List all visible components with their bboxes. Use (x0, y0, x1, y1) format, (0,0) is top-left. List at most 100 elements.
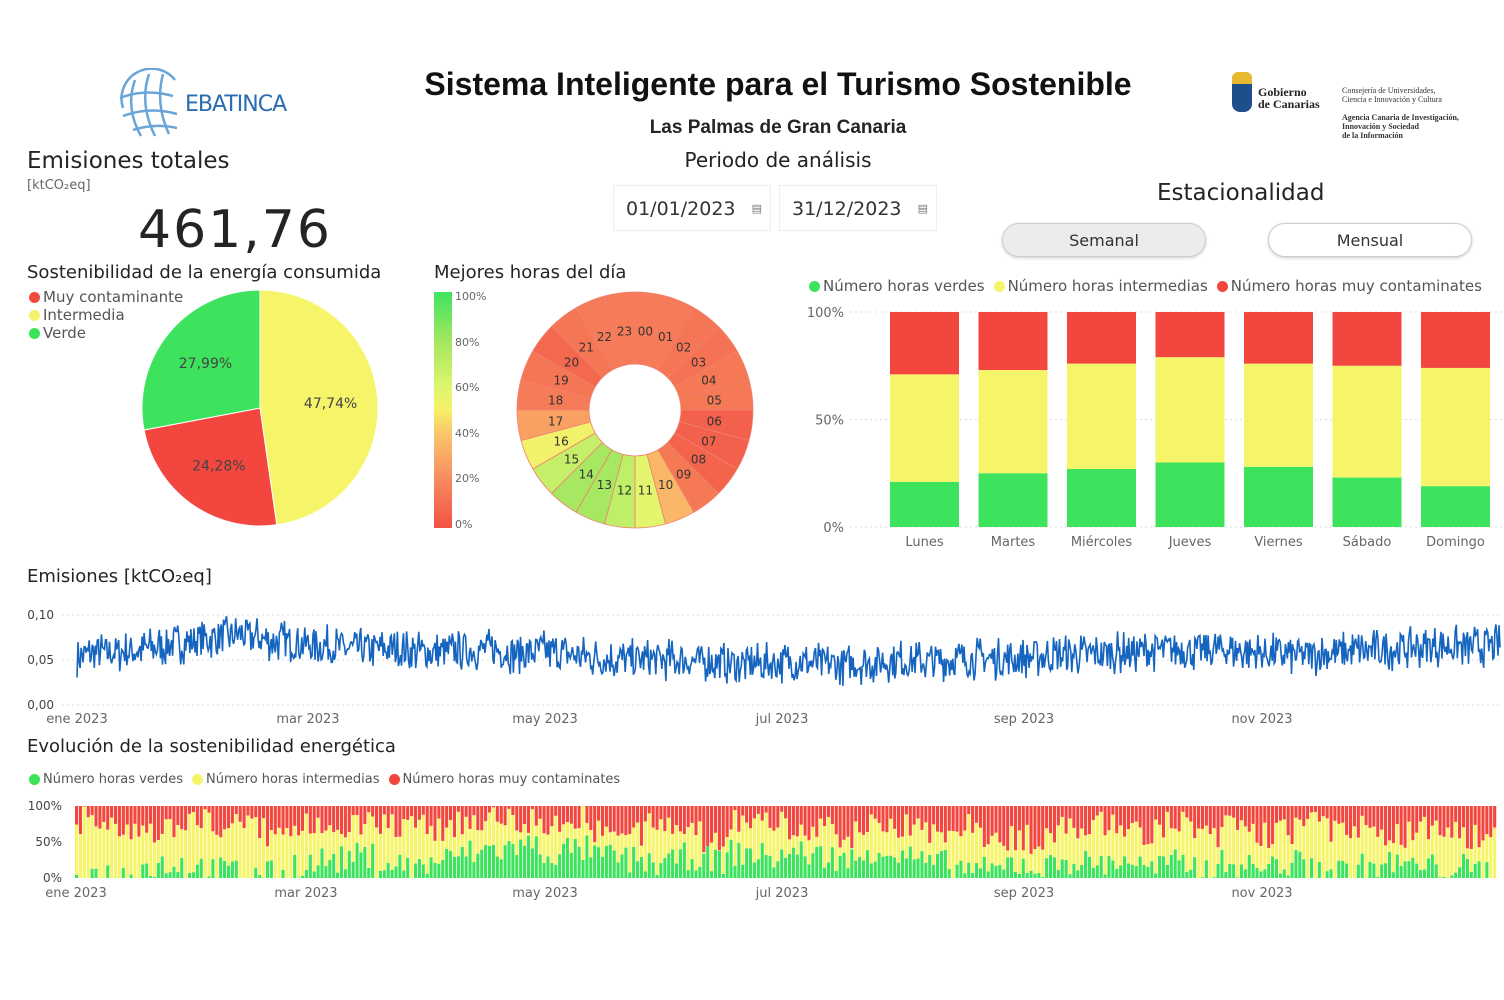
bar-segment (1155, 462, 1225, 527)
day-bar-segment (1243, 826, 1247, 870)
x-tick-label: may 2023 (512, 886, 578, 901)
day-bar-segment (1099, 806, 1103, 812)
day-bar-segment (1080, 806, 1084, 829)
day-bar-segment (760, 820, 764, 843)
day-bar-segment (129, 874, 133, 878)
day-bar-segment (768, 806, 772, 828)
bar-segment (1421, 367, 1490, 487)
day-bar-segment (1442, 876, 1446, 878)
day-bar-segment (1197, 806, 1201, 829)
day-bar-segment (406, 819, 410, 858)
legend-label[interactable]: Número horas verdes (43, 772, 184, 787)
day-bar-segment (1154, 819, 1158, 874)
day-bar-segment (94, 868, 98, 878)
day-bar-segment (1052, 806, 1056, 843)
day-bar-segment (955, 806, 959, 832)
mensual-button[interactable]: Mensual (1268, 223, 1472, 257)
day-bar-segment (164, 819, 168, 874)
color-scale-bar (434, 292, 452, 528)
day-bar-segment (1181, 811, 1185, 855)
day-bar-segment (1267, 806, 1271, 848)
day-bar-segment (1041, 876, 1045, 878)
day-bar-segment (511, 806, 515, 815)
day-bar-segment (511, 814, 515, 845)
day-bar-segment (121, 868, 125, 878)
day-bar-segment (1122, 836, 1127, 857)
legend-label[interactable]: Número horas intermedias (206, 772, 380, 787)
day-bar-segment (823, 826, 827, 868)
legend-item-intermedia[interactable]: Intermedia (29, 306, 183, 324)
day-bar-segment (456, 856, 460, 878)
day-bar-segment (523, 806, 527, 825)
day-bar-segment (156, 839, 160, 863)
day-bar-segment (1060, 806, 1064, 817)
x-tick-label: Domingo (1426, 535, 1485, 550)
day-bar-segment (554, 815, 558, 865)
day-bar-segment (1493, 806, 1497, 828)
day-bar-segment (149, 806, 153, 824)
day-bar-segment (300, 806, 305, 831)
day-bar-segment (698, 821, 702, 867)
day-bar-segment (721, 846, 725, 874)
day-bar-segment (717, 850, 721, 878)
day-bar-segment (1278, 820, 1282, 874)
day-bar-segment (1415, 806, 1419, 833)
day-bar-segment (1228, 863, 1232, 878)
legend-item-muy-contaminante[interactable]: Muy contaminante (29, 288, 183, 306)
day-bar-segment (858, 806, 862, 833)
start-date-input[interactable]: 01/01/2023 ▤ (613, 185, 771, 231)
hour-label: 16 (553, 435, 568, 449)
day-bar-segment (1473, 824, 1477, 864)
hours-title: Mejores horas del día (434, 262, 627, 283)
day-bar-segment (117, 836, 121, 878)
day-bar-segment (686, 806, 690, 828)
day-bar-segment (293, 806, 297, 826)
day-bar-segment (943, 842, 947, 850)
day-bar-segment (834, 870, 838, 878)
hour-label: 07 (701, 435, 716, 449)
day-bar-segment (1255, 867, 1259, 878)
day-bar-segment (772, 806, 776, 831)
day-bar-segment (441, 859, 445, 878)
legend-label[interactable]: Número horas muy contaminates (402, 772, 621, 787)
bar-segment (890, 481, 959, 527)
day-bar-segment (1048, 854, 1053, 878)
day-bar-segment (460, 834, 464, 847)
legend-label[interactable]: Número horas muy contaminates (1230, 277, 1482, 295)
day-bar-segment (367, 806, 371, 813)
day-bar-segment (780, 806, 784, 812)
end-date-input[interactable]: 31/12/2023 ▤ (779, 185, 937, 231)
day-bar-segment (258, 806, 262, 839)
day-bar-segment (472, 815, 476, 863)
legend-dot (29, 291, 40, 303)
day-bar-segment (639, 806, 644, 846)
day-bar-segment (394, 806, 398, 838)
day-bar-segment (367, 868, 371, 878)
day-bar-segment (363, 846, 367, 878)
semanal-button[interactable]: Semanal (1002, 223, 1206, 257)
calendar-icon[interactable]: ▤ (917, 202, 928, 215)
day-bar-segment (1041, 806, 1045, 850)
legend-item-verde[interactable]: Verde (29, 324, 183, 342)
day-bar-segment (1107, 830, 1111, 856)
day-bar-segment (437, 818, 441, 864)
day-bar-segment (515, 855, 519, 878)
day-bar-segment (1368, 806, 1372, 828)
scale-tick: 60% (455, 381, 480, 395)
legend-label[interactable]: Número horas intermedias (1007, 277, 1208, 295)
day-bar-segment (826, 862, 831, 878)
legend-label[interactable]: Número horas verdes (823, 277, 985, 295)
day-bar-segment (367, 812, 371, 869)
day-bar-segment (1037, 846, 1041, 874)
day-bar-segment (807, 840, 811, 865)
day-bar-segment (1177, 831, 1181, 861)
day-bar-segment (343, 806, 347, 838)
weekly-stacked-chart: 100% 50% 0% Lunes Martes Miércoles Jueves Viern… (807, 306, 1504, 550)
day-bar-segment (565, 822, 569, 838)
day-bar-segment (748, 828, 753, 849)
day-bar-segment (561, 806, 566, 825)
x-tick-label: mar 2023 (276, 712, 339, 727)
hour-label: 01 (658, 330, 673, 344)
calendar-icon[interactable]: ▤ (751, 202, 762, 215)
day-bar-segment (881, 856, 885, 878)
